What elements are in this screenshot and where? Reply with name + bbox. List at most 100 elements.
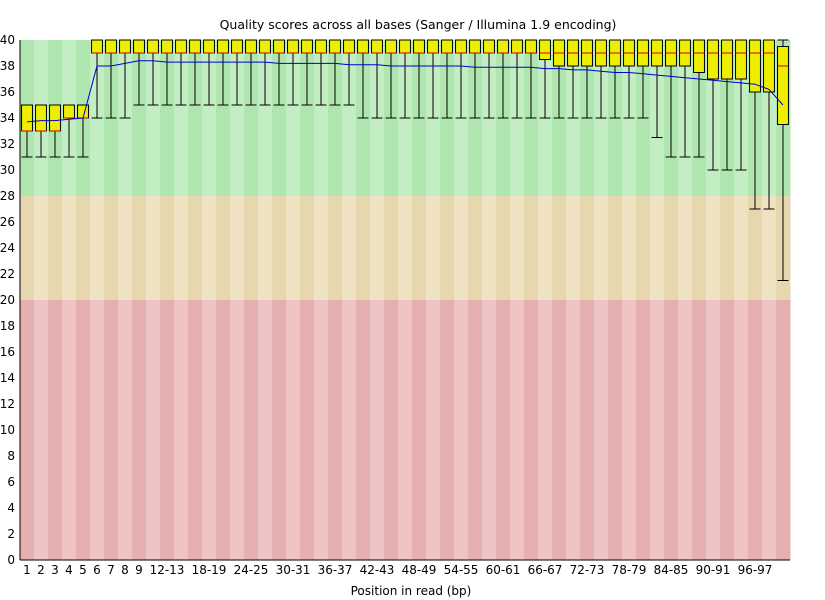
- box-55: [777, 39, 789, 281]
- box-31: [441, 39, 453, 119]
- box-43: [609, 39, 621, 119]
- zone-stripe: [734, 300, 749, 560]
- zone-stripe: [692, 300, 707, 560]
- zone-stripe: [160, 196, 175, 300]
- iqr-box: [735, 39, 747, 80]
- x-tick-label: 66-67: [528, 563, 563, 577]
- zone-stripe: [90, 196, 105, 300]
- x-tick-label: 72-73: [570, 563, 605, 577]
- zone-stripe: [174, 196, 189, 300]
- box-45: [637, 39, 649, 119]
- iqr-box: [763, 39, 775, 93]
- zone-stripe: [272, 196, 287, 300]
- x-tick-label: 7: [107, 563, 115, 577]
- box-52: [735, 39, 747, 171]
- x-tick-label: 5: [79, 563, 87, 577]
- iqr-box: [399, 39, 411, 54]
- iqr-box: [63, 104, 75, 119]
- box-53: [749, 39, 761, 210]
- y-tick-label: 24: [0, 241, 15, 255]
- zone-stripe: [748, 300, 763, 560]
- y-tick-label: 38: [0, 59, 15, 73]
- zone-stripe: [440, 300, 455, 560]
- zone-stripe: [118, 300, 133, 560]
- y-tick-label: 2: [7, 527, 15, 541]
- zone-stripe: [90, 300, 105, 560]
- zone-stripe: [776, 300, 791, 560]
- iqr-box: [455, 39, 467, 54]
- zone-stripe: [706, 300, 721, 560]
- zone-stripe: [314, 196, 329, 300]
- y-tick-label: 26: [0, 215, 15, 229]
- zone-stripe: [244, 40, 259, 196]
- zone-stripe: [258, 40, 273, 196]
- iqr-box: [385, 39, 397, 54]
- iqr-box: [161, 39, 173, 54]
- iqr-box: [343, 39, 355, 54]
- zone-stripe: [230, 300, 245, 560]
- x-tick-label: 42-43: [360, 563, 395, 577]
- box-27: [385, 39, 397, 119]
- zone-stripe: [538, 300, 553, 560]
- zone-stripe: [622, 300, 637, 560]
- y-tick-label: 0: [7, 553, 15, 567]
- zone-stripe: [314, 40, 329, 196]
- zone-stripe: [258, 300, 273, 560]
- box-34: [483, 39, 495, 119]
- iqr-box: [777, 46, 789, 125]
- y-tick-label: 34: [0, 111, 15, 125]
- zone-stripe: [342, 300, 357, 560]
- iqr-box: [427, 39, 439, 54]
- x-tick-label: 84-85: [654, 563, 689, 577]
- x-tick-label: 1: [23, 563, 31, 577]
- zone-stripe: [34, 196, 49, 300]
- zone-stripe: [538, 196, 553, 300]
- zone-stripe: [300, 40, 315, 196]
- zone-stripe: [398, 300, 413, 560]
- zone-stripe: [132, 196, 147, 300]
- zone-stripe: [314, 300, 329, 560]
- zone-stripe: [384, 300, 399, 560]
- iqr-box: [693, 39, 705, 73]
- iqr-box: [189, 39, 201, 54]
- y-tick-label: 8: [7, 449, 15, 463]
- zone-stripe: [580, 196, 595, 300]
- zone-stripe: [188, 300, 203, 560]
- zone-stripe: [608, 300, 623, 560]
- iqr-box: [301, 39, 313, 54]
- iqr-box: [441, 39, 453, 54]
- x-tick-label: 9: [135, 563, 143, 577]
- zone-stripe: [426, 196, 441, 300]
- box-4: [63, 104, 75, 158]
- x-tick-label: 4: [65, 563, 73, 577]
- zone-stripe: [454, 196, 469, 300]
- zone-stripe: [328, 40, 343, 196]
- zone-stripe: [286, 40, 301, 196]
- iqr-box: [77, 104, 89, 119]
- zone-stripe: [300, 196, 315, 300]
- zone-stripe: [496, 196, 511, 300]
- x-axis-label: Position in read (bp): [351, 584, 472, 598]
- box-3: [49, 104, 61, 158]
- zone-stripe: [160, 40, 175, 196]
- zone-stripe: [118, 196, 133, 300]
- zone-stripe: [202, 40, 217, 196]
- zone-stripe: [342, 196, 357, 300]
- x-tick-label: 90-91: [696, 563, 731, 577]
- x-tick-label: 60-61: [486, 563, 521, 577]
- box-1: [21, 104, 33, 158]
- zone-stripe: [272, 300, 287, 560]
- iqr-box: [511, 39, 523, 54]
- iqr-box: [217, 39, 229, 54]
- iqr-box: [525, 39, 537, 54]
- iqr-box: [91, 39, 103, 54]
- zone-stripe: [286, 196, 301, 300]
- zone-stripe: [664, 300, 679, 560]
- box-39: [553, 39, 565, 119]
- y-tick-label: 30: [0, 163, 15, 177]
- box-51: [721, 39, 733, 171]
- y-tick-label: 40: [0, 33, 15, 47]
- zone-stripe: [272, 40, 287, 196]
- zone-stripe: [636, 300, 651, 560]
